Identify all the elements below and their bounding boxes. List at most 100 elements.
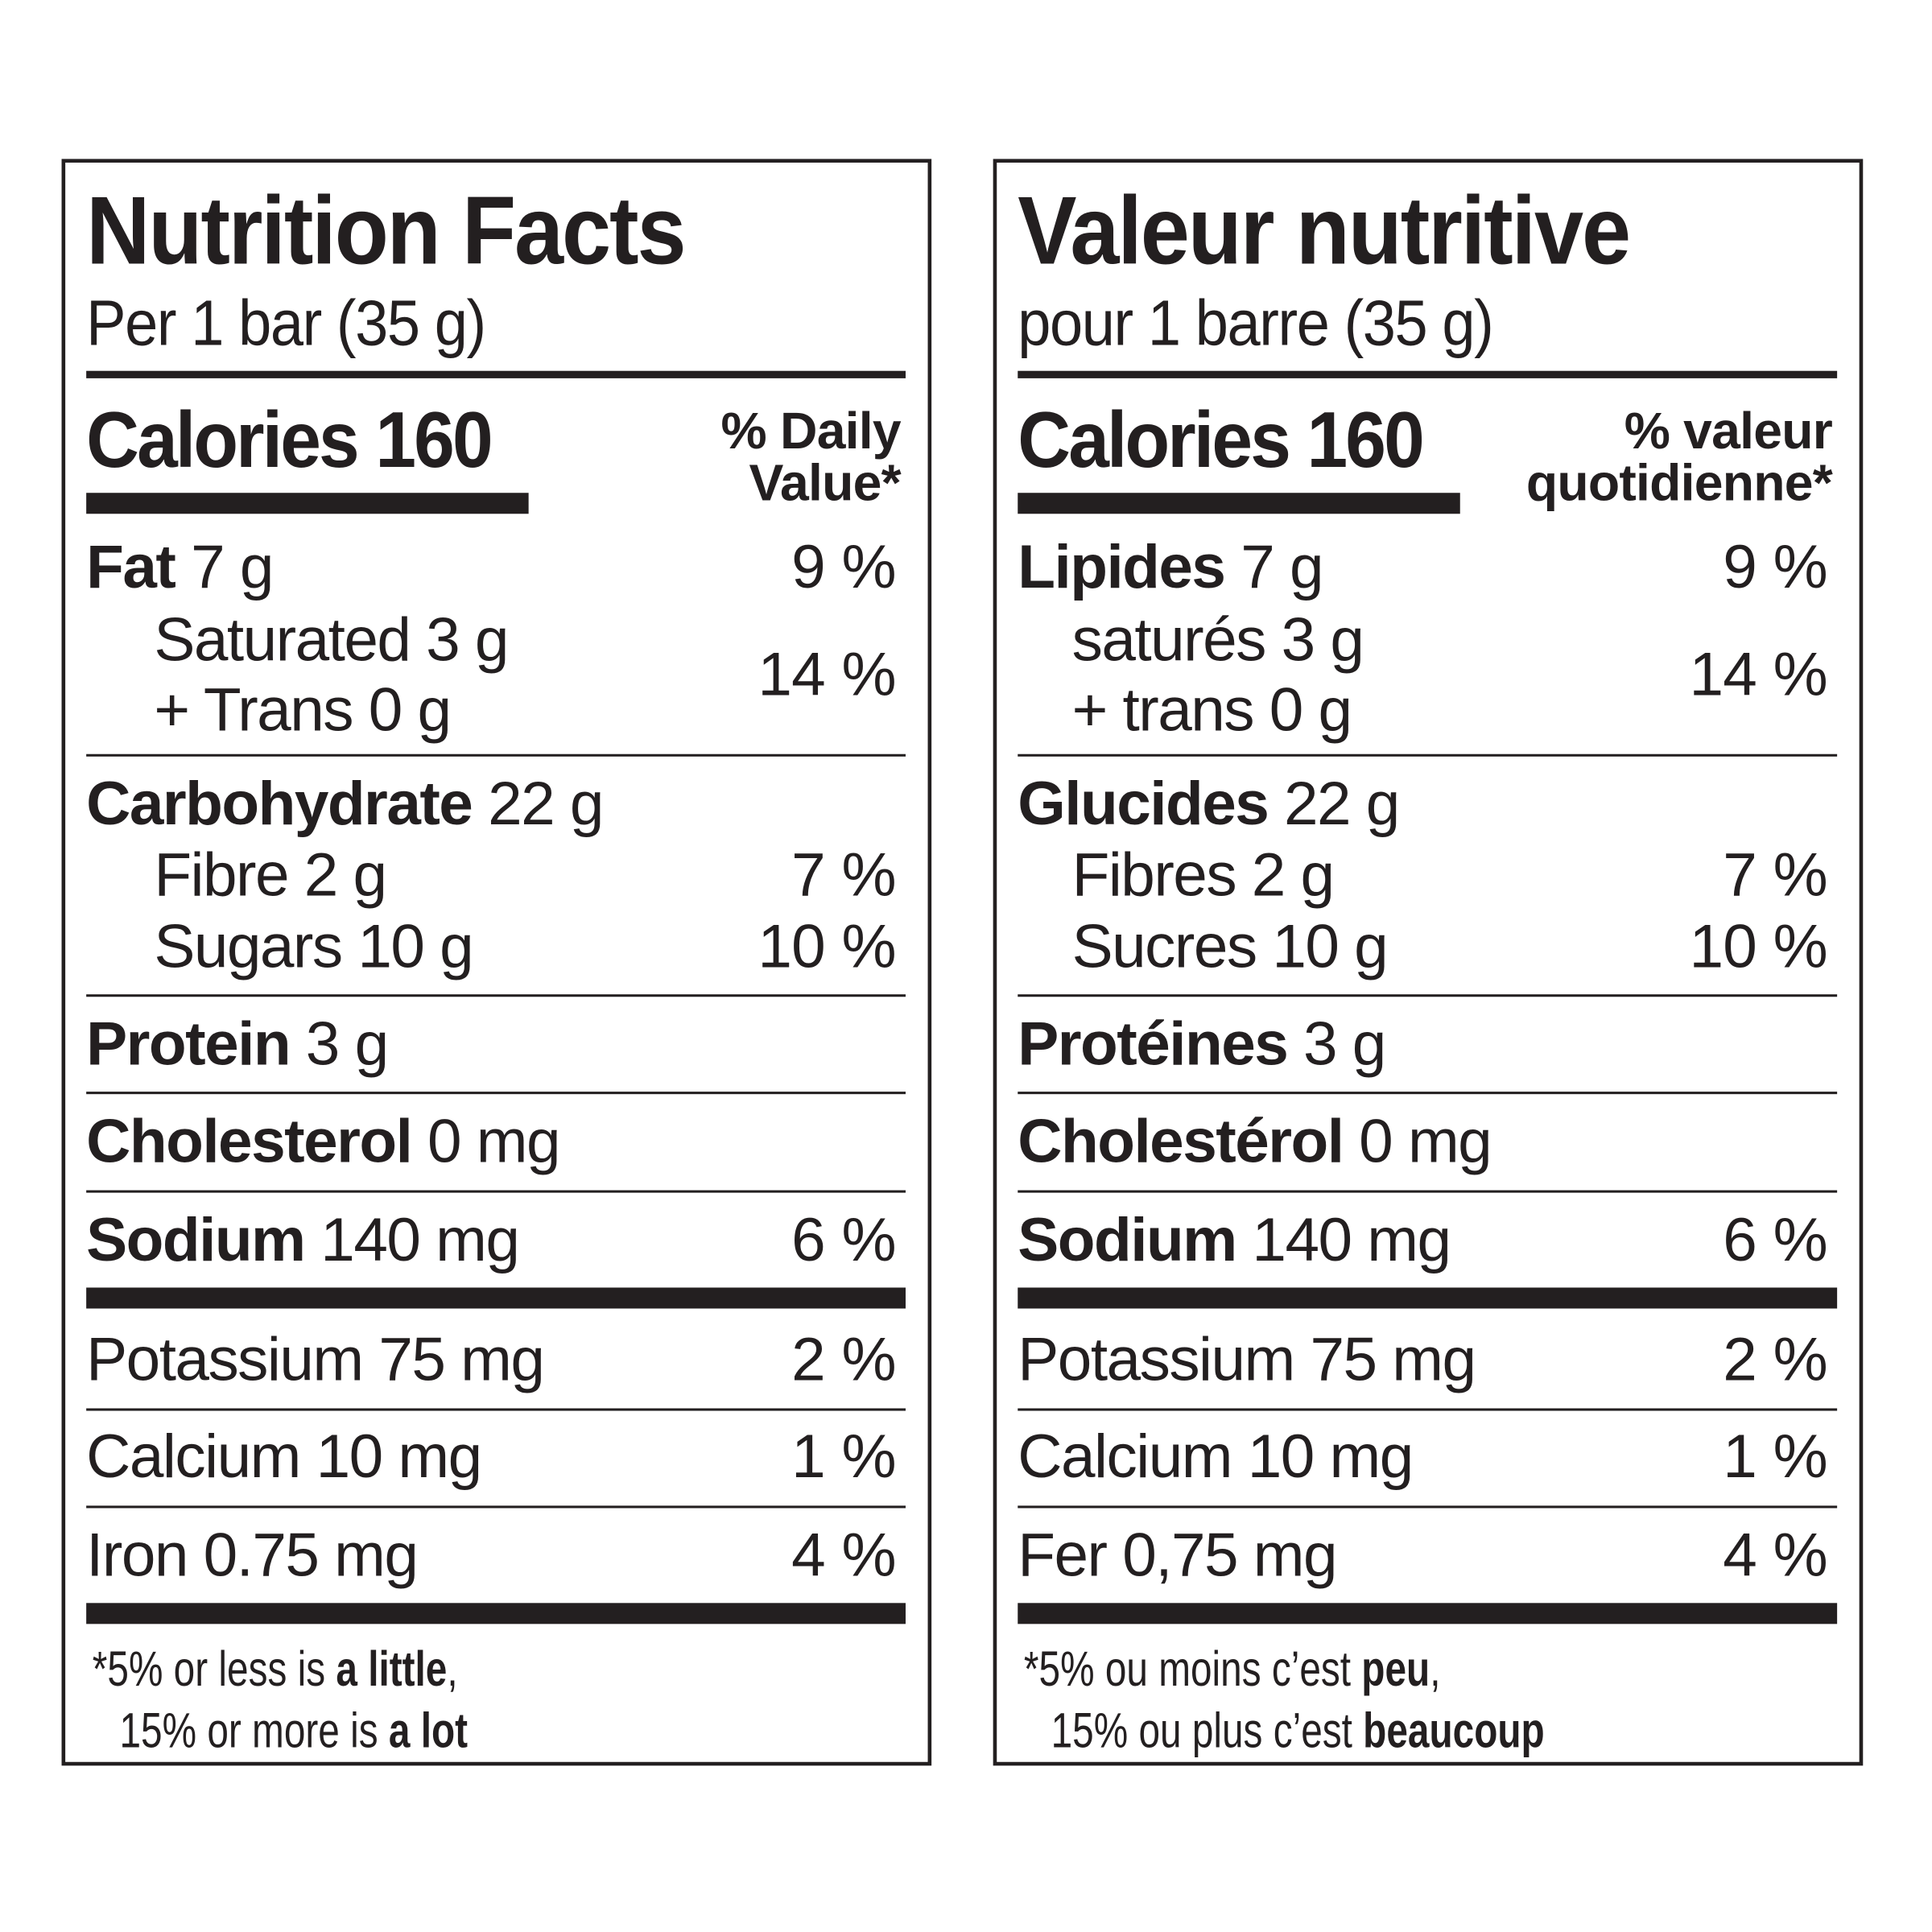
footnote-asterisk: * (1023, 1642, 1039, 1697)
nutrient-amount: 3 g (290, 1009, 389, 1079)
footnote-text: 5% or less is (107, 1642, 336, 1697)
nutrient-amount: 22 g (472, 769, 604, 838)
nutrient-amount: 140 mg (1236, 1204, 1451, 1274)
thick-divider (1018, 370, 1838, 378)
calories-label: Calories 160 (1018, 395, 1425, 485)
thick-divider (86, 370, 906, 378)
divider (86, 1190, 906, 1193)
panel-title: Nutrition Facts (86, 175, 686, 285)
nutrient-name: Sodium (1018, 1204, 1237, 1274)
nutrient-name: Cholesterol (86, 1106, 413, 1176)
footnote-text: , (1430, 1642, 1441, 1697)
nutrient-row-saturated: Saturated 3 g (154, 609, 509, 671)
nutrient-amount: 7 g (175, 532, 274, 601)
nutrient-name: saturés 3 g (1071, 605, 1364, 675)
daily-value-percent: 10 % (1689, 911, 1828, 981)
footnote-text: , (447, 1642, 458, 1697)
daily-value-percent: 1 % (791, 1422, 896, 1492)
nutrient-row-trans: + trans 0 g (1072, 679, 1352, 741)
divider (1018, 1505, 1838, 1509)
footnote-text: a little (336, 1642, 448, 1697)
thick-divider (86, 1603, 906, 1624)
nutrient-amount: 22 g (1268, 769, 1400, 838)
divider (86, 753, 906, 757)
nutrient-name: Potassium 75 mg (1018, 1324, 1476, 1394)
nutrition-panel-english: Nutrition Facts Per 1 bar (35 g) Calories … (61, 159, 932, 1766)
nutrient-row-iron: Iron 0.75 mg (86, 1524, 419, 1586)
nutrient-amount: 0 mg (411, 1106, 561, 1176)
divider (1018, 753, 1838, 757)
nutrient-row-potassium: Potassium 75 mg (86, 1328, 545, 1390)
daily-value-header: % Daily (720, 401, 902, 460)
daily-value-percent: 2 % (791, 1324, 896, 1394)
daily-value-percent: 4 % (1723, 1520, 1827, 1590)
daily-value-percent: 14 % (1689, 639, 1828, 709)
nutrient-name: Saturated 3 g (154, 605, 509, 675)
nutrient-row-sugars: Sugars 10 g (154, 915, 473, 977)
daily-value-header: quotidienne* (1525, 453, 1833, 512)
nutrient-row-calcium: Calcium 10 mg (1018, 1426, 1414, 1488)
footnote-line: *5% ou moins c’est peu, (1024, 1645, 1441, 1694)
nutrient-row-protein: Protein 3 g (86, 1013, 389, 1075)
nutrient-name: Sucres 10 g (1071, 911, 1389, 981)
divider (86, 1505, 906, 1509)
nutrient-name: Protein (86, 1009, 291, 1079)
nutrient-amount: 7 g (1224, 532, 1323, 601)
daily-value-header: Value* (749, 453, 901, 512)
nutrient-row-cholesterol: Cholestérol 0 mg (1018, 1110, 1492, 1172)
divider (1018, 1190, 1838, 1193)
footnote-text: 15% or more is (119, 1703, 389, 1759)
calories-label: Calories 160 (86, 395, 493, 485)
nutrient-name: Carbohydrate (86, 769, 473, 838)
divider (1018, 1092, 1838, 1095)
nutrient-name: Fat (86, 532, 176, 601)
nutrient-name: Fibres 2 g (1071, 840, 1335, 910)
serving-size: pour 1 barre (35 g) (1018, 288, 1494, 360)
daily-value-percent: 10 % (758, 911, 896, 981)
nutrient-name: Sugars 10 g (154, 911, 473, 981)
thick-divider (86, 1287, 906, 1309)
nutrient-row-trans: + Trans 0 g (154, 679, 452, 741)
nutrient-row-carbohydrate: Carbohydrate 22 g (86, 773, 604, 835)
footnote-line: 15% ou plus c’est beaucoup (1051, 1707, 1545, 1756)
daily-value-percent: 14 % (758, 639, 896, 709)
calories-bar (86, 493, 529, 514)
nutrient-name: + Trans 0 g (154, 675, 452, 745)
nutrient-name: Potassium 75 mg (86, 1324, 545, 1394)
nutrient-amount: 0 mg (1343, 1106, 1492, 1176)
footnote-text: 15% ou plus c’est (1051, 1703, 1364, 1759)
nutrient-name: Fibre 2 g (154, 840, 387, 910)
nutrient-name: Calcium 10 mg (86, 1422, 482, 1492)
nutrient-row-sodium: Sodium 140 mg (1018, 1209, 1451, 1271)
divider (1018, 994, 1838, 997)
nutrient-row-fibre: Fibres 2 g (1072, 844, 1335, 906)
daily-value-percent: 7 % (1723, 840, 1827, 910)
footnote-text: beaucoup (1363, 1703, 1545, 1759)
nutrient-amount: 3 g (1287, 1009, 1386, 1079)
nutrient-row-iron: Fer 0,75 mg (1018, 1524, 1337, 1586)
nutrient-row-carbohydrate: Glucides 22 g (1018, 773, 1400, 835)
nutrient-name: Protéines (1018, 1009, 1289, 1079)
nutrient-row-calcium: Calcium 10 mg (86, 1426, 482, 1488)
daily-value-percent: 9 % (1723, 532, 1827, 601)
divider (86, 1092, 906, 1095)
nutrient-row-fat: Fat 7 g (86, 536, 274, 598)
daily-value-percent: 6 % (791, 1204, 896, 1274)
nutrient-row-sugars: Sucres 10 g (1072, 915, 1389, 977)
nutrient-name: Calcium 10 mg (1018, 1422, 1414, 1492)
nutrient-name: Cholestérol (1018, 1106, 1344, 1176)
nutrient-row-protein: Protéines 3 g (1018, 1013, 1386, 1075)
daily-value-percent: 6 % (1723, 1204, 1827, 1274)
nutrient-row-potassium: Potassium 75 mg (1018, 1328, 1476, 1390)
nutrient-row-sodium: Sodium 140 mg (86, 1209, 520, 1271)
nutrient-name: Iron 0.75 mg (86, 1520, 419, 1590)
footnote-text: 5% ou moins c’est (1038, 1642, 1362, 1697)
daily-value-percent: 2 % (1723, 1324, 1827, 1394)
daily-value-percent: 9 % (791, 532, 896, 601)
nutrient-name: Fer 0,75 mg (1018, 1520, 1337, 1590)
divider (86, 1408, 906, 1411)
nutrient-amount: 140 mg (304, 1204, 520, 1274)
nutrition-panel-french: Valeur nutritive pour 1 barre (35 g) Calor… (993, 159, 1864, 1766)
nutrient-name: Lipides (1018, 532, 1226, 601)
